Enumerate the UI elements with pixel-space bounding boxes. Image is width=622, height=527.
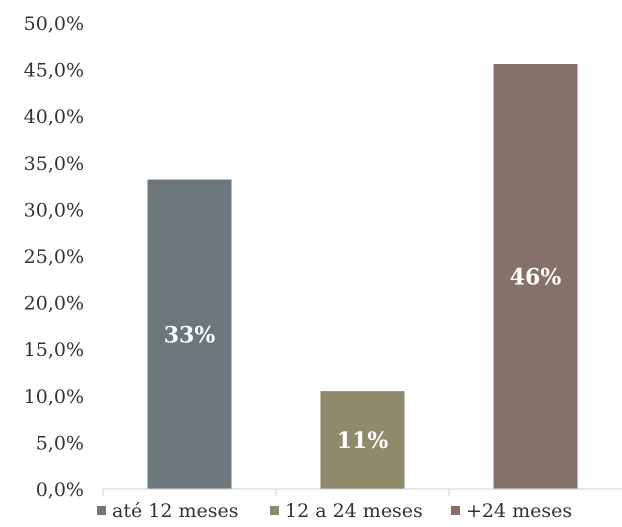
y-tick-label: 0,0% bbox=[36, 479, 84, 501]
y-tick-label: 5,0% bbox=[36, 432, 84, 454]
legend-swatch bbox=[451, 506, 460, 515]
legend: até 12 meses 12 a 24 meses +24 meses bbox=[97, 500, 572, 522]
y-tick-label: 45,0% bbox=[24, 60, 84, 82]
x-axis bbox=[102, 488, 622, 496]
bars: 33% 11% 46% bbox=[147, 64, 578, 490]
y-tick-label: 15,0% bbox=[24, 339, 84, 361]
legend-swatch bbox=[270, 506, 279, 515]
legend-label: 12 a 24 meses bbox=[285, 500, 423, 522]
y-tick-label: 10,0% bbox=[24, 386, 84, 408]
bar bbox=[320, 391, 405, 489]
bar bbox=[493, 64, 578, 490]
legend-swatch bbox=[97, 506, 106, 515]
bar-data-label: 33% bbox=[164, 322, 216, 348]
y-tick-label: 20,0% bbox=[24, 293, 84, 315]
y-tick-label: 25,0% bbox=[24, 246, 84, 268]
legend-label: até 12 meses bbox=[112, 500, 238, 522]
y-tick-label: 35,0% bbox=[24, 153, 84, 175]
bar bbox=[147, 179, 232, 490]
bar-data-label: 46% bbox=[510, 265, 562, 291]
y-axis: 0,0% 5,0% 10,0% 15,0% 20,0% 25,0% 30,0% 35,0% 40… bbox=[24, 13, 84, 501]
y-tick-label: 40,0% bbox=[24, 106, 84, 128]
y-tick-label: 50,0% bbox=[24, 13, 84, 35]
bar-data-label: 11% bbox=[337, 428, 389, 454]
y-tick-label: 30,0% bbox=[24, 199, 84, 221]
legend-label: +24 meses bbox=[466, 500, 572, 522]
